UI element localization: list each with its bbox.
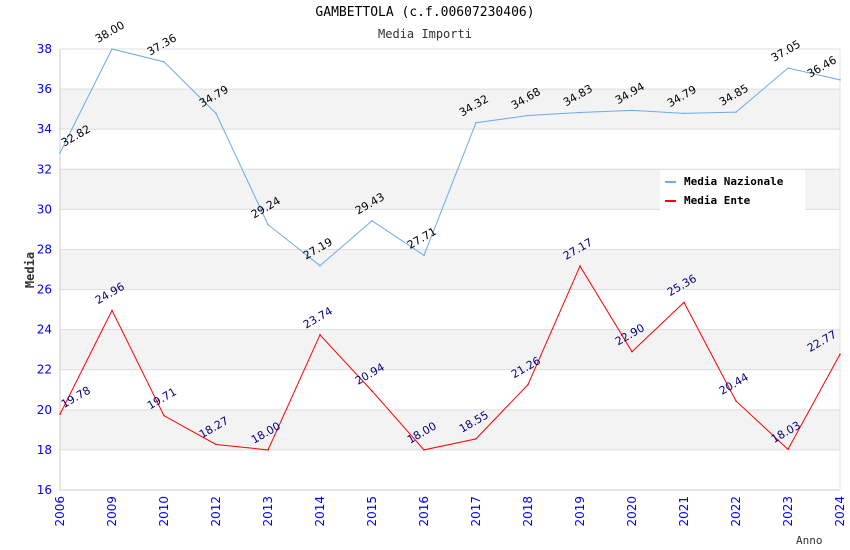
data-point [527,383,529,386]
data-label: 27.71 [405,225,439,252]
y-axis-label: Media [23,252,37,288]
y-tick-label: 28 [37,242,52,256]
data-point [683,112,685,115]
data-point [631,350,633,353]
grid-band [60,329,840,370]
legend-label: Media Nazionale [684,175,784,188]
data-point [267,449,269,451]
data-point [371,390,373,392]
data-point [579,265,581,267]
y-tick-label: 34 [37,122,52,136]
legend-box [660,170,805,212]
y-tick-label: 18 [37,443,52,457]
data-label: 37.36 [145,31,179,58]
data-point [215,443,217,446]
x-tick-label: 2024 [833,496,847,527]
data-point [631,109,633,112]
y-tick-label: 22 [37,363,52,377]
x-tick-label: 2012 [209,496,223,527]
data-label: 19.78 [59,384,93,411]
y-tick-label: 16 [37,483,52,497]
x-tick-label: 2016 [417,496,431,527]
chart-title: GAMBETTOLA (c.f.00607230406) [315,5,535,20]
x-tick-label: 2021 [677,496,691,527]
data-point [163,61,165,63]
x-tick-label: 2014 [313,496,327,527]
legend-label: Media Ente [684,194,751,207]
x-tick-label: 2006 [53,496,67,527]
data-point [787,448,789,451]
data-point [735,400,737,402]
data-point [163,414,165,417]
data-point [423,254,425,257]
x-tick-label: 2020 [625,496,639,527]
chart-subtitle: Media Importi [378,27,472,41]
data-label: 37.05 [769,38,803,65]
x-tick-label: 2018 [521,496,535,527]
y-tick-label: 38 [37,42,52,56]
data-label: 23.74 [301,304,335,331]
x-tick-label: 2017 [469,496,483,527]
y-tick-label: 24 [37,323,52,337]
y-tick-label: 20 [37,403,52,417]
x-tick-label: 2010 [157,496,171,527]
data-point [839,353,841,356]
grid-band [60,249,840,290]
data-label: 38.00 [93,19,127,46]
data-point [787,67,789,69]
data-point [371,219,373,222]
grid-band [60,89,840,130]
data-label: 19.71 [145,385,179,412]
data-point [683,301,685,304]
data-point [423,449,425,451]
data-point [267,223,269,226]
x-tick-label: 2023 [781,496,795,527]
data-point [59,413,61,416]
data-point [111,309,113,312]
data-point [527,114,529,117]
y-tick-label: 36 [37,82,52,96]
data-label: 36.46 [805,53,839,80]
data-point [579,111,581,114]
y-tick-label: 26 [37,283,52,297]
data-point [735,111,737,113]
x-tick-label: 2019 [573,496,587,527]
y-tick-label: 30 [37,202,52,216]
data-point [475,438,477,440]
x-tick-label: 2009 [105,496,119,527]
series-line-ente [59,265,841,451]
x-axis-label: Anno [796,534,823,547]
x-tick-label: 2013 [261,496,275,527]
y-tick-label: 32 [37,162,52,176]
data-point [59,152,61,154]
data-point [215,112,217,115]
data-point [319,334,321,336]
data-point [839,79,841,81]
series-line-nazionale [59,48,841,267]
x-tick-label: 2022 [729,496,743,527]
data-point [475,121,477,124]
data-point [111,48,113,50]
x-tick-label: 2015 [365,496,379,527]
data-point [319,264,321,267]
